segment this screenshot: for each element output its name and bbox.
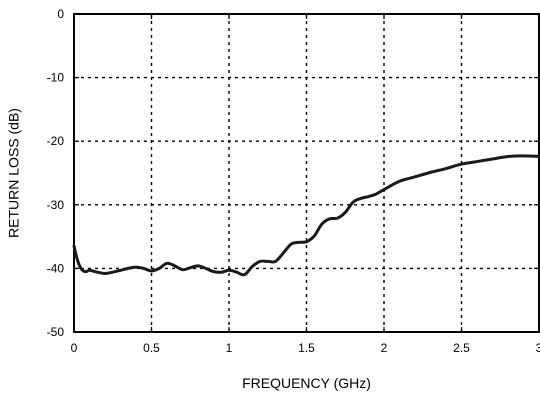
y-tick-label: -20: [47, 134, 65, 148]
x-tick-label: 1: [226, 341, 233, 355]
y-axis-title: RETURN LOSS (dB): [6, 108, 22, 238]
x-tick-label: 0: [71, 341, 78, 355]
axis-ticks: [73, 13, 540, 333]
x-tick-label: 2.5: [453, 341, 470, 355]
series-line-return-loss: [72, 154, 540, 277]
x-tick-labels: 0 0.5 1 1.5 2 2.5 3: [71, 341, 540, 355]
series-layer: [72, 154, 540, 277]
y-tick-label: 0: [57, 7, 64, 21]
x-tick-label: 1.5: [298, 341, 315, 355]
plot-frame: [73, 13, 540, 333]
y-tick-label: -30: [47, 198, 65, 212]
y-tick-label: -40: [47, 261, 65, 275]
x-tick-label: 3: [536, 341, 540, 355]
y-tick-labels: 0 -10 -20 -30 -40 -50: [47, 7, 65, 339]
y-tick-label: -10: [47, 71, 65, 85]
x-tick-label: 0.5: [143, 341, 160, 355]
grid-lines: [74, 14, 539, 332]
x-tick-label: 2: [381, 341, 388, 355]
x-axis-title: FREQUENCY (GHz): [242, 375, 371, 391]
y-tick-label: -50: [47, 325, 65, 339]
